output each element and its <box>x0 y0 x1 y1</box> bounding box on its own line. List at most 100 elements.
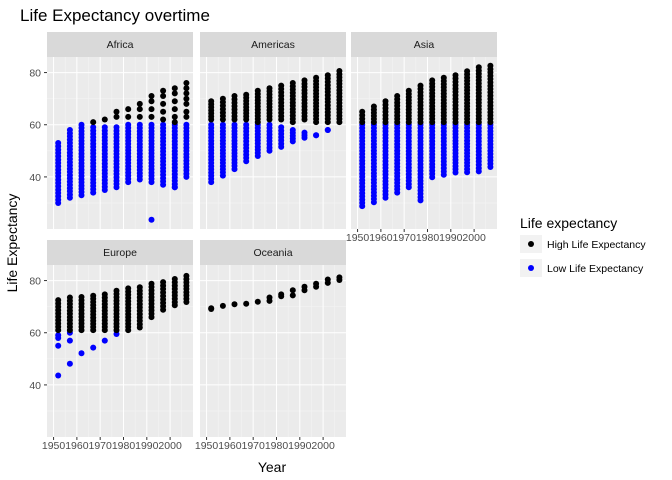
x-tick-label: 1950 <box>42 440 66 452</box>
point-low <box>171 184 178 191</box>
strip-label-oceania: Oceania <box>253 247 292 259</box>
point-high <box>266 85 273 92</box>
point-high <box>171 90 178 97</box>
point-low <box>313 132 320 139</box>
point-high <box>278 291 285 298</box>
point-high <box>160 116 167 123</box>
point-high <box>231 93 238 99</box>
point-low <box>66 127 73 133</box>
x-tick-label: 1990 <box>288 440 312 452</box>
point-high <box>125 113 132 120</box>
point-high <box>243 300 250 307</box>
point-high <box>183 108 190 115</box>
point-low <box>278 124 285 131</box>
point-high <box>136 284 143 291</box>
strip-oceania <box>200 240 346 265</box>
strip-label-africa: Africa <box>107 39 134 51</box>
point-high <box>148 98 155 105</box>
point-low <box>66 360 73 367</box>
point-high <box>148 93 155 99</box>
point-high <box>101 291 108 298</box>
point-low <box>55 332 62 339</box>
x-axis-title: Year <box>258 459 287 475</box>
point-high <box>231 301 238 308</box>
points-americas <box>208 68 343 186</box>
x-tick-label: 1980 <box>265 440 289 452</box>
point-high <box>78 294 85 300</box>
point-low <box>208 121 215 128</box>
point-high <box>440 74 447 81</box>
x-tick-label: 1950 <box>346 232 370 244</box>
point-high <box>183 272 190 279</box>
point-high <box>101 116 108 123</box>
point-high <box>452 72 459 79</box>
strip-asia <box>351 32 497 57</box>
point-high <box>160 279 167 286</box>
point-high <box>183 95 190 102</box>
legend-key-low <box>528 265 534 271</box>
y-tick-label: 60 <box>29 120 41 132</box>
point-high <box>487 62 494 69</box>
point-low <box>101 124 108 131</box>
point-high <box>113 108 120 115</box>
panel-bg-europe <box>47 265 193 437</box>
point-low <box>125 121 132 128</box>
point-low <box>90 344 97 351</box>
point-high <box>160 87 167 94</box>
strip-label-europe: Europe <box>103 247 137 259</box>
point-high <box>475 64 482 71</box>
point-low <box>160 121 167 128</box>
point-high <box>243 91 250 98</box>
point-high <box>171 113 178 120</box>
point-high <box>208 305 215 312</box>
x-tick-label: 2000 <box>158 440 182 452</box>
point-high <box>148 113 155 120</box>
facet-asia: Asia 1950 1960 1970 1980 1990 2000 <box>346 32 497 244</box>
point-low <box>266 121 273 128</box>
x-tick-label: 2000 <box>311 440 335 452</box>
legend-key-high <box>528 241 534 247</box>
x-tick-label: 1960 <box>369 232 393 244</box>
point-high <box>183 85 190 92</box>
point-high <box>324 72 331 79</box>
strip-africa <box>47 32 193 57</box>
y-tick-label: 40 <box>29 172 41 184</box>
strip-label-asia: Asia <box>414 39 435 51</box>
point-high <box>405 87 412 94</box>
point-high <box>382 98 389 105</box>
legend-label-high: High Life Expectancy <box>547 239 646 251</box>
point-low <box>55 342 62 349</box>
point-high <box>278 82 285 89</box>
strip-americas <box>200 32 346 57</box>
strip-europe <box>47 240 193 265</box>
point-high <box>125 106 132 113</box>
point-high <box>417 82 424 89</box>
point-high <box>219 302 226 309</box>
x-tick-label: 1960 <box>218 440 242 452</box>
y-tick-label: 80 <box>29 276 41 288</box>
point-high <box>160 93 167 99</box>
x-tick-label: 1960 <box>65 440 89 452</box>
point-high <box>125 285 132 292</box>
y-tick-label: 60 <box>29 328 41 340</box>
legend-label-low: Low Life Expectancy <box>547 263 644 275</box>
point-high <box>90 119 97 126</box>
x-tick-label: 1970 <box>89 440 113 452</box>
point-high <box>289 292 296 299</box>
point-high <box>160 100 167 107</box>
y-axis-title: Life Expectancy <box>4 194 20 293</box>
point-high <box>66 294 73 301</box>
point-high <box>464 68 471 75</box>
facet-africa: Africa 40 60 80 <box>29 32 193 229</box>
point-high <box>90 292 97 299</box>
x-tick-label: 1950 <box>195 440 219 452</box>
point-high <box>171 276 178 282</box>
point-low <box>324 127 331 133</box>
point-high <box>429 77 436 84</box>
point-high <box>171 119 178 126</box>
facet-americas: Americas <box>200 32 346 229</box>
point-high <box>160 108 167 115</box>
point-high <box>324 276 331 283</box>
point-high <box>301 77 308 84</box>
point-high <box>266 294 273 301</box>
